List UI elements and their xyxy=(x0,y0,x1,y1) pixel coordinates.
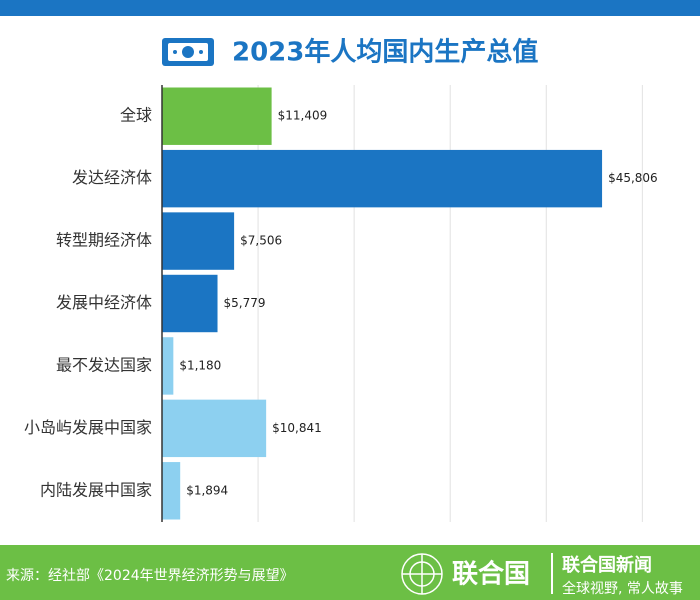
value-label: $5,779 xyxy=(224,296,266,310)
bar xyxy=(162,87,272,145)
value-label: $1,180 xyxy=(179,358,221,372)
top-band xyxy=(0,0,700,16)
bar xyxy=(162,274,218,333)
value-label: $1,894 xyxy=(186,483,228,497)
bar xyxy=(162,149,603,208)
y-tick-label: 全球 xyxy=(120,106,152,125)
y-tick-label: 内陆发展中国家 xyxy=(40,480,152,499)
value-label: $10,841 xyxy=(272,421,322,435)
value-label: $45,806 xyxy=(608,171,658,185)
y-tick-label: 发达经济体 xyxy=(72,168,152,187)
y-tick-label: 小岛屿发展中国家 xyxy=(24,418,152,437)
y-tick-label: 最不发达国家 xyxy=(56,355,152,374)
un-emblem xyxy=(401,553,443,595)
value-label: $11,409 xyxy=(278,109,328,123)
y-tick-label: 发展中经济体 xyxy=(56,293,152,312)
bar xyxy=(162,337,174,395)
source: 来源：经社部《2024年世界经济形势与展望》 xyxy=(6,568,294,584)
chart-title: 2023年人均国内生产总值 xyxy=(232,37,538,68)
y-tick-label: 转型期经济体 xyxy=(56,231,152,250)
bar xyxy=(162,212,235,270)
brand: 联合国新闻 xyxy=(562,554,652,576)
un-logo: 联合国 xyxy=(452,559,530,590)
bar xyxy=(162,462,181,520)
slogan: 全球视野, 常人故事 xyxy=(562,580,683,597)
value-label: $7,506 xyxy=(240,234,282,248)
bar xyxy=(162,399,267,458)
money-icon xyxy=(162,38,214,66)
footer-band xyxy=(0,545,700,600)
